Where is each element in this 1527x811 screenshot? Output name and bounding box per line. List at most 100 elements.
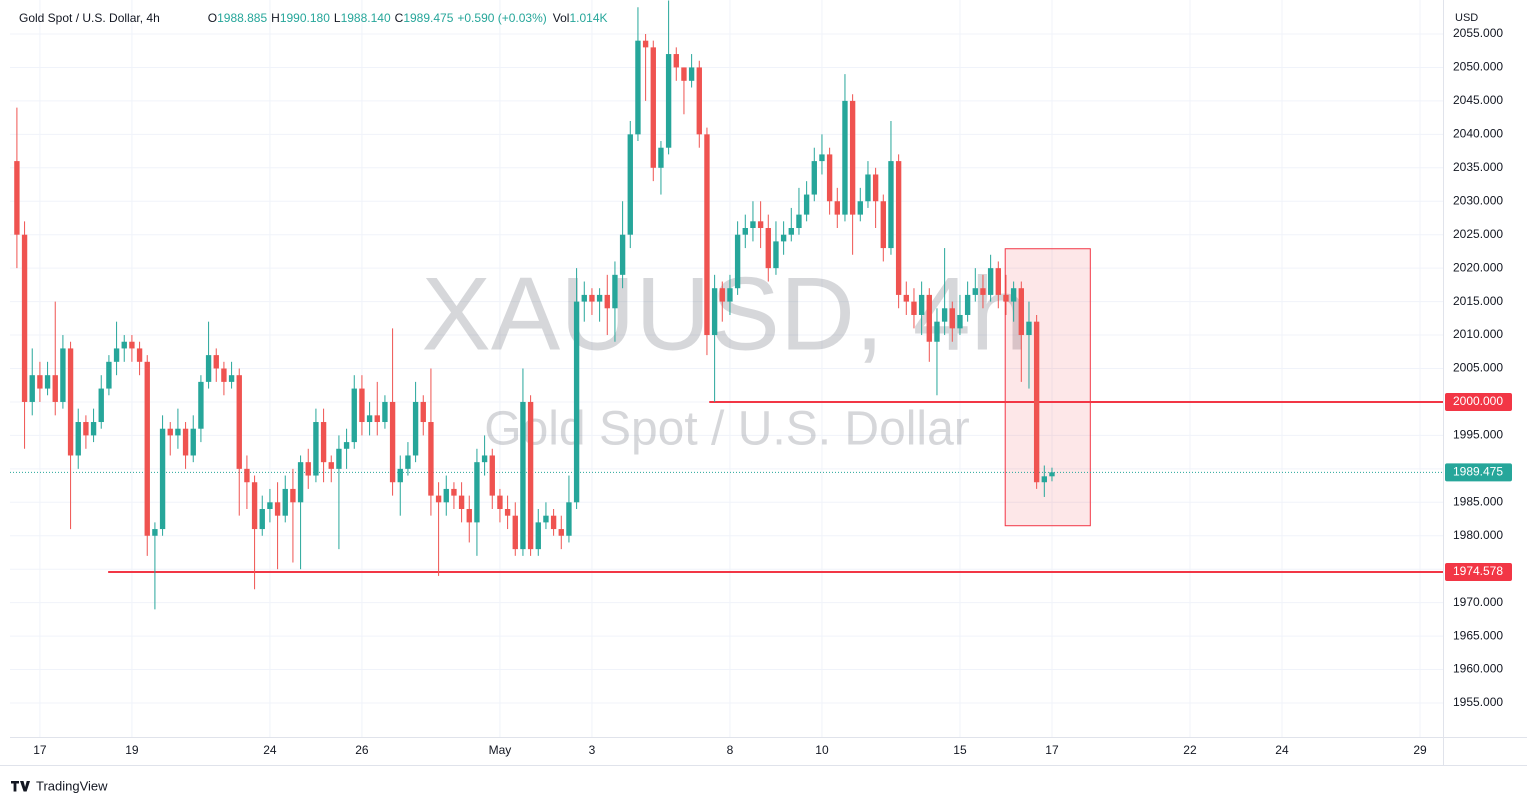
candle-body [267,502,273,509]
x-tick-label: 24 [1275,743,1289,757]
candle-body [129,341,135,349]
candle-body [558,529,564,536]
x-tick-label: 22 [1183,743,1197,757]
candle-body [21,234,28,402]
candle-body [658,147,664,168]
candle-body [819,154,825,162]
candle-body [642,40,649,48]
y-tick-label: 2005.000 [1453,361,1503,375]
candle-body [995,268,1001,295]
x-tick-label: 26 [355,743,369,757]
candle-body [98,388,104,423]
candle-body [520,401,526,550]
candle-body [796,214,802,229]
candle-body [589,294,595,302]
candle-body [412,401,419,456]
legend-ohlc-label: C [394,11,404,25]
candle-body [474,462,480,523]
candle-body [29,375,35,402]
candle-body [328,462,334,469]
candle-body [259,508,265,530]
candle-body [566,502,572,536]
candle-body [573,301,580,503]
legend-symbol: Gold Spot / U.S. Dollar, 4h [19,11,160,25]
price-label: 1974.578 [1453,564,1503,578]
candle-body [780,234,787,242]
brand-name: TradingView [36,778,108,793]
candle-body [305,462,311,476]
candle-body [106,361,112,389]
candle-body [1010,288,1017,302]
x-tick-label: 17 [1045,743,1059,757]
y-tick-label: 1995.000 [1453,428,1503,442]
candle-body [405,455,411,469]
candle-body [443,488,449,503]
candle-body [136,348,143,362]
candle-body [1018,288,1024,336]
y-tick-label: 1980.000 [1453,528,1503,542]
candle-body [251,482,258,530]
candle-body [236,375,242,469]
candle-body [382,401,388,423]
x-tick-label: May [489,743,512,757]
y-tick-label: 1985.000 [1453,494,1503,508]
candle-body [213,355,219,369]
candle-body [619,234,626,275]
candle-body [757,221,764,229]
plot [10,0,1443,610]
legend-ohlc-value: 1990.180 [279,11,330,25]
candle-body [581,294,587,302]
candle-body [320,422,327,463]
candle-body [788,228,794,235]
candle-body [313,422,319,476]
axes: 1955.0001960.0001965.0001970.0001975.000… [33,26,1512,757]
candle-body [872,174,879,202]
candle-body [842,100,848,215]
y-tick-label: 2020.000 [1453,260,1503,274]
candle-body [121,341,127,349]
candle-body [397,468,403,483]
y-tick-label: 2040.000 [1453,127,1503,141]
candle-body [727,288,733,302]
candle-body [282,488,288,516]
candle-body [182,428,189,456]
candle-body [826,154,833,202]
legend-ohlc-value: 1988.140 [340,11,391,25]
candle-body [803,194,810,215]
candle-body [972,288,978,295]
candle-body [167,428,173,436]
candle-body [489,455,495,496]
candle-body [696,67,702,135]
candle-body [420,401,426,423]
candle-body [113,348,120,362]
candle-body [543,515,549,523]
y-tick-label: 1960.000 [1453,662,1503,676]
candle-body [742,228,748,235]
x-tick-label: 15 [953,743,967,757]
candle-body [734,234,741,289]
y-tick-label: 2050.000 [1453,60,1503,74]
candle-body [1026,321,1032,336]
legend-vol: 1.014K [569,11,608,25]
candle-body [190,428,196,456]
candle-body [849,100,856,215]
candle-body [773,241,779,269]
candle-body [550,515,557,530]
candle-body [750,221,756,229]
candle-body [688,67,695,81]
candle-body [374,415,380,423]
candle-body [44,375,51,389]
candle-body [512,515,518,550]
candle-body [811,161,817,195]
candle-body [159,428,166,530]
y-tick-label: 2015.000 [1453,294,1503,308]
candle-body [964,294,971,315]
candle-body [144,361,150,536]
candle-body [351,388,357,443]
legend-ohlc-value: 1989.475 [403,11,454,25]
y-tick-label: 1965.000 [1453,628,1503,642]
candle-body [604,294,610,309]
candle-body [481,455,488,463]
y-tick-label: 1955.000 [1453,695,1503,709]
